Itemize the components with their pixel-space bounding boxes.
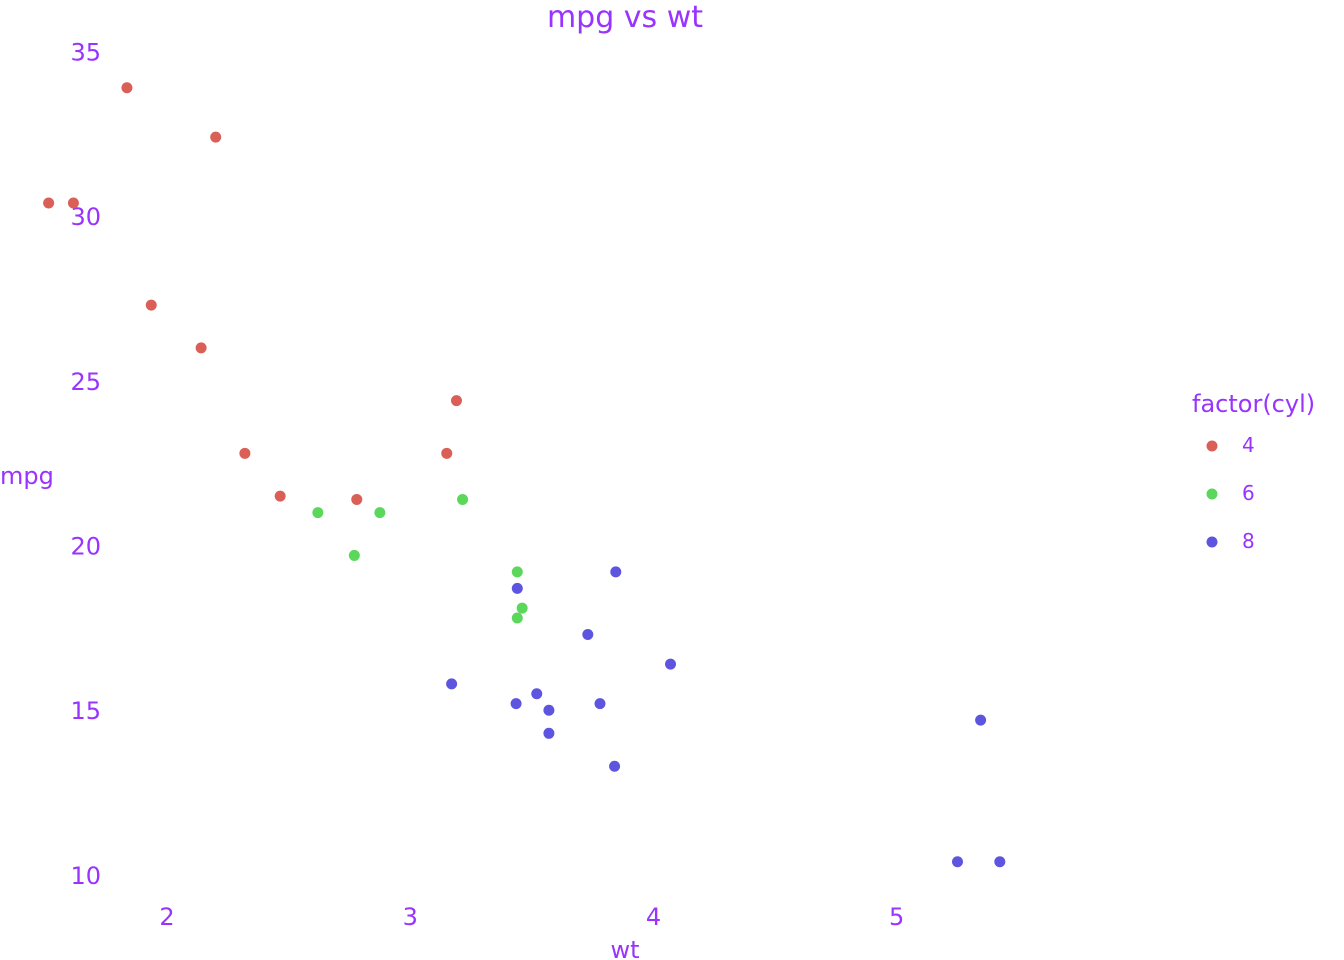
data-point <box>121 82 133 94</box>
data-point <box>446 678 458 690</box>
legend-items: 4 6 8 <box>1206 433 1255 553</box>
legend-key <box>1206 536 1218 548</box>
data-point <box>441 447 453 459</box>
data-point <box>610 566 622 578</box>
data-point <box>239 447 251 459</box>
data-point <box>457 493 469 505</box>
y-tick-label: 35 <box>70 38 101 66</box>
x-tick-label: 3 <box>403 903 418 931</box>
data-point <box>516 602 528 614</box>
data-point <box>543 704 555 716</box>
legend: factor(cyl) 4 6 8 <box>1192 390 1315 553</box>
data-point <box>43 197 55 209</box>
chart-title: mpg vs wt <box>547 0 703 35</box>
data-point <box>450 395 462 407</box>
data-point <box>582 628 594 640</box>
legend-label: 6 <box>1242 481 1255 505</box>
legend-key <box>1206 488 1218 500</box>
data-point <box>274 490 286 502</box>
data-point <box>594 698 606 710</box>
data-point <box>665 658 677 670</box>
legend-label: 8 <box>1242 529 1255 553</box>
x-tick-label: 4 <box>646 903 661 931</box>
y-tick-label: 25 <box>70 368 101 396</box>
data-point <box>195 342 207 354</box>
data-point <box>543 727 555 739</box>
y-tick-label: 20 <box>70 533 101 561</box>
data-point <box>994 856 1006 868</box>
x-tick-label: 5 <box>889 903 904 931</box>
y-tick-label: 15 <box>70 697 101 725</box>
data-point <box>312 507 324 519</box>
data-points <box>43 82 1006 868</box>
x-axis-tick-labels: 2 3 4 5 <box>159 903 904 931</box>
legend-key <box>1206 440 1218 452</box>
data-point <box>348 549 360 561</box>
data-point <box>351 493 363 505</box>
data-point <box>145 299 157 311</box>
data-point <box>511 612 523 624</box>
data-point <box>975 714 987 726</box>
data-point <box>510 698 522 710</box>
y-axis-label: mpg <box>0 462 54 490</box>
x-axis-label: wt <box>610 936 639 960</box>
y-tick-label: 10 <box>70 862 101 890</box>
data-point <box>511 566 523 578</box>
legend-label: 4 <box>1242 433 1255 457</box>
data-point <box>609 760 621 772</box>
data-point <box>952 856 964 868</box>
data-point <box>531 688 543 700</box>
legend-title: factor(cyl) <box>1192 390 1315 418</box>
data-point <box>374 507 386 519</box>
data-point <box>210 131 222 143</box>
data-point <box>511 582 523 594</box>
data-point <box>67 197 79 209</box>
x-tick-label: 2 <box>159 903 174 931</box>
